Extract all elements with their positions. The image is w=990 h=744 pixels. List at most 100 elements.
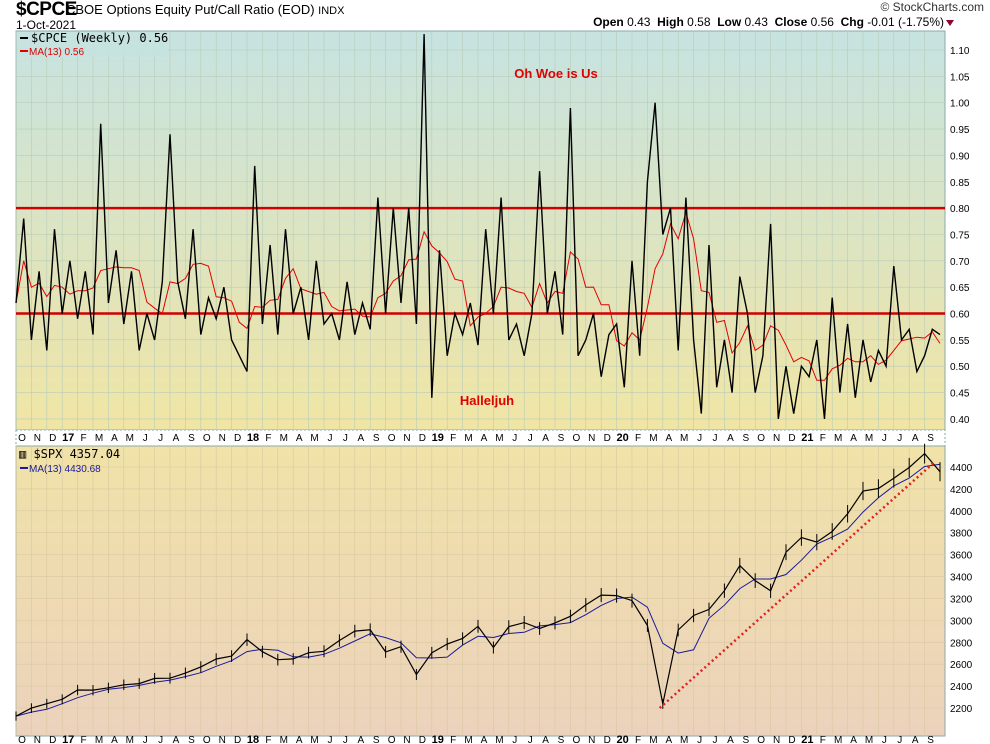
ohlc-readout: Open 0.43 High 0.58 Low 0.43 Close 0.56 … [593, 16, 944, 29]
y-tick-label: 2800 [950, 638, 973, 649]
legend-ma-top: MA(13) 0.56 [29, 47, 84, 58]
y-tick-label: 3800 [950, 529, 973, 540]
x-tick-label: M [865, 735, 873, 744]
x-tick-label: J [882, 735, 887, 744]
y-tick-label: 0.70 [950, 257, 970, 268]
legend-bg [18, 32, 168, 57]
x-tick-label: D [234, 433, 241, 444]
close-value: 0.56 [810, 15, 834, 29]
x-tick-label: A [542, 735, 549, 744]
x-tick-label: A [727, 433, 734, 444]
x-tick-label: M [310, 735, 318, 744]
y-tick-label: 0.40 [950, 415, 970, 426]
y-tick-label: 2400 [950, 682, 973, 693]
legend-ma-bottom: MA(13) 4430.68 [29, 464, 101, 475]
chg-label: Chg [840, 15, 864, 29]
y-tick-label: 1.05 [950, 72, 970, 83]
x-tick-label: J [512, 433, 517, 444]
y-tick-label: 1.10 [950, 46, 970, 57]
x-tick-label: J [897, 433, 902, 444]
x-tick-label: J [528, 433, 533, 444]
y-tick-label: 0.60 [950, 310, 970, 321]
y-tick-label: 1.00 [950, 99, 970, 110]
x-tick-label: 17 [62, 734, 74, 744]
x-tick-label: S [927, 433, 934, 444]
x-tick-label: A [912, 433, 919, 444]
y-tick-label: 0.65 [950, 283, 970, 294]
x-tick-label: N [403, 433, 410, 444]
x-tick-label: S [558, 735, 565, 744]
open-value: 0.43 [627, 15, 651, 29]
x-tick-label: O [18, 433, 26, 444]
x-tick-label: A [665, 735, 672, 744]
x-tick-label: D [788, 735, 795, 744]
low-label: Low [717, 15, 742, 29]
x-tick-label: J [328, 433, 333, 444]
x-tick-label: S [188, 433, 195, 444]
x-tick-label: 20 [616, 734, 628, 744]
x-tick-label: J [343, 735, 348, 744]
x-tick-label: A [665, 433, 672, 444]
legend-spx-text: $SPX 4357.04 [33, 447, 120, 461]
x-tick-label: J [328, 735, 333, 744]
legend-cpce: $CPCE (Weekly) 0.56 [31, 31, 168, 45]
y-tick-label: 2600 [950, 660, 973, 671]
x-tick-label: J [158, 735, 163, 744]
x-tick-label: 17 [62, 432, 74, 444]
x-tick-label: D [234, 735, 241, 744]
x-tick-label: N [773, 735, 780, 744]
x-tick-label: A [296, 735, 303, 744]
x-tick-label: M [834, 735, 842, 744]
x-tick-label: A [111, 735, 118, 744]
x-tick-label: M [495, 735, 503, 744]
x-tick-label: N [403, 735, 410, 744]
x-tick-label: 20 [616, 432, 628, 444]
y-tick-label: 4200 [950, 485, 973, 496]
y-tick-label: 0.50 [950, 362, 970, 373]
y-tick-label: 3400 [950, 573, 973, 584]
x-tick-label: N [34, 433, 41, 444]
x-tick-label: 19 [432, 734, 444, 744]
brand[interactable]: © StockCharts.com [880, 0, 984, 14]
x-tick-label: M [834, 433, 842, 444]
x-tick-label: A [357, 735, 364, 744]
chg-value: -0.01 (-1.75%) [867, 15, 944, 29]
x-tick-label: S [558, 433, 565, 444]
x-tick-label: O [573, 433, 581, 444]
x-tick-label: O [757, 433, 765, 444]
chart-date: 1-Oct-2021 [16, 18, 77, 32]
x-tick-label: A [173, 735, 180, 744]
x-tick-label: J [897, 735, 902, 744]
x-tick-label: 19 [432, 432, 444, 444]
y-tick-label: 0.75 [950, 230, 970, 241]
x-tick-label: J [343, 433, 348, 444]
x-tick-label: A [111, 433, 118, 444]
x-tick-label: M [680, 735, 688, 744]
x-tick-label: J [697, 735, 702, 744]
y-tick-label: 0.45 [950, 389, 970, 400]
x-tick-label: F [81, 735, 87, 744]
y-tick-label: 3600 [950, 551, 973, 562]
x-tick-label: N [34, 735, 41, 744]
close-label: Close [774, 15, 808, 29]
x-tick-label: S [373, 433, 380, 444]
cpce-ma-line [15, 210, 941, 381]
x-tick-label: N [773, 433, 780, 444]
x-tick-label: M [464, 433, 472, 444]
x-tick-label: J [697, 433, 702, 444]
x-tick-label: M [126, 433, 134, 444]
x-tick-label: F [635, 433, 641, 444]
description: CBOE Options Equity Put/Call Ratio (EOD)… [66, 3, 344, 18]
x-tick-label: J [713, 433, 718, 444]
x-tick-label: F [635, 735, 641, 744]
x-tick-label: F [265, 735, 271, 744]
cpce-line [15, 34, 941, 420]
y-tick-label: 4000 [950, 507, 973, 518]
x-tick-label: M [95, 735, 103, 744]
x-tick-label: F [820, 433, 826, 444]
x-tick-label: A [727, 735, 734, 744]
x-tick-label: O [18, 735, 26, 744]
x-tick-label: D [49, 735, 56, 744]
x-tick-label: J [158, 433, 163, 444]
